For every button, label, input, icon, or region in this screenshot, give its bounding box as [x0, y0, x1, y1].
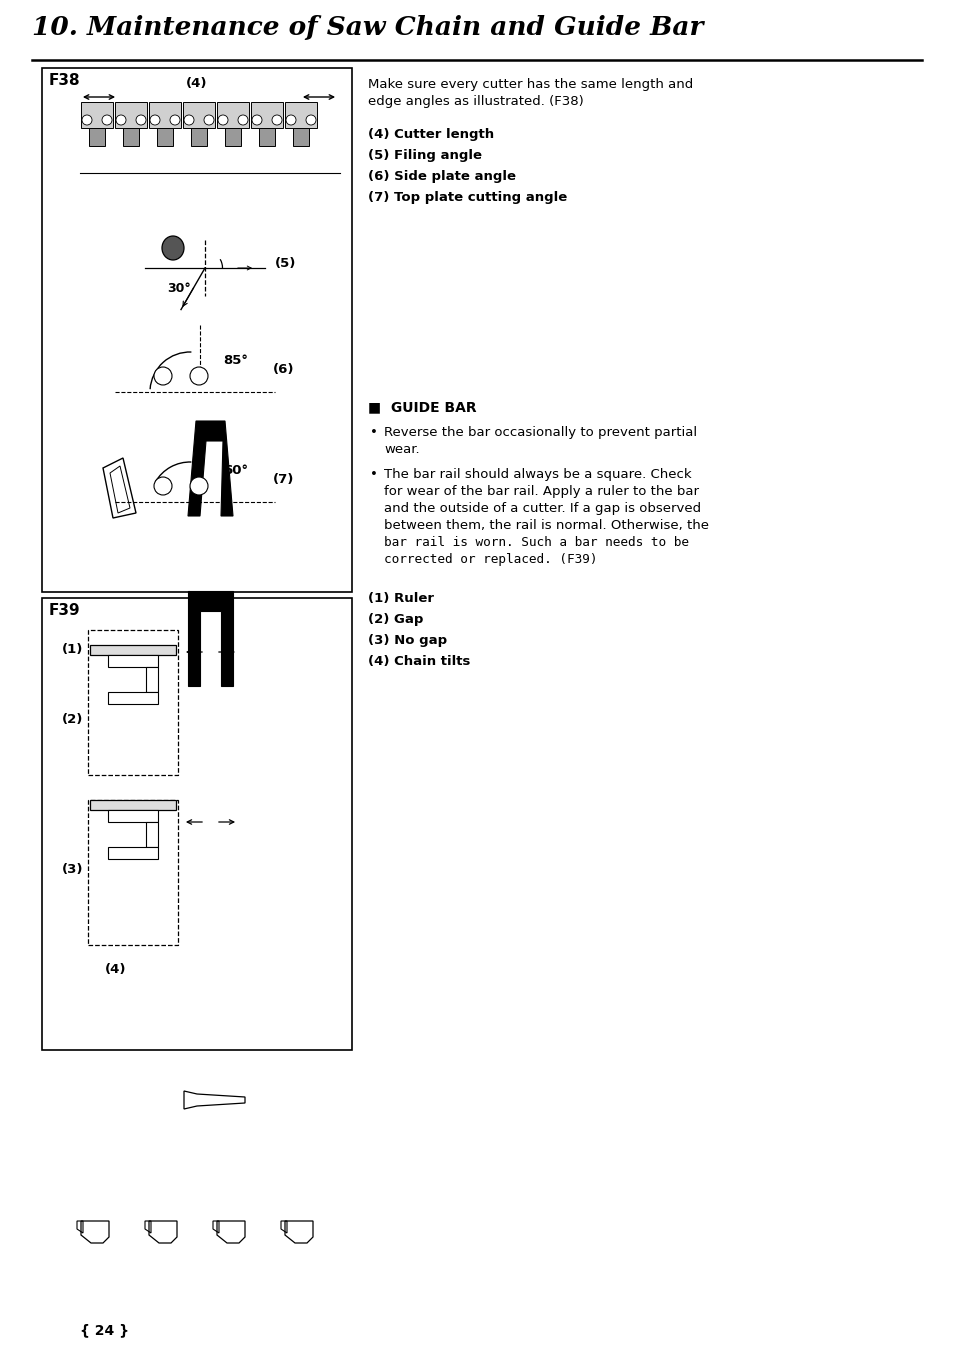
- Bar: [90, 644, 175, 655]
- Circle shape: [190, 367, 208, 386]
- Bar: [108, 655, 158, 667]
- Circle shape: [184, 115, 193, 125]
- Text: (4) Cutter length: (4) Cutter length: [368, 128, 494, 142]
- Text: Make sure every cutter has the same length and: Make sure every cutter has the same leng…: [368, 78, 693, 92]
- Text: 10. Maintenance of Saw Chain and Guide Bar: 10. Maintenance of Saw Chain and Guide B…: [32, 15, 702, 40]
- Bar: [225, 128, 241, 146]
- Text: (2) Gap: (2) Gap: [368, 613, 423, 625]
- Bar: [42, 67, 352, 592]
- Text: F39: F39: [49, 603, 81, 617]
- Text: •: •: [370, 426, 377, 439]
- Bar: [157, 128, 172, 146]
- Text: The bar rail should always be a square. Check: The bar rail should always be a square. …: [384, 468, 691, 481]
- Bar: [81, 102, 112, 128]
- Circle shape: [218, 115, 228, 125]
- Text: edge angles as illustrated. (F38): edge angles as illustrated. (F38): [368, 94, 583, 108]
- Text: (5) Filing angle: (5) Filing angle: [368, 150, 481, 162]
- Text: (7) Top plate cutting angle: (7) Top plate cutting angle: [368, 191, 567, 204]
- Bar: [146, 822, 158, 847]
- Bar: [89, 128, 105, 146]
- Circle shape: [306, 115, 315, 125]
- Text: corrected or replaced. (F39): corrected or replaced. (F39): [384, 553, 597, 566]
- Circle shape: [170, 115, 180, 125]
- Text: Reverse the bar occasionally to prevent partial: Reverse the bar occasionally to prevent …: [384, 426, 697, 439]
- Polygon shape: [188, 590, 233, 686]
- Text: 85°: 85°: [223, 353, 248, 367]
- Text: (1): (1): [62, 643, 83, 656]
- Bar: [285, 102, 316, 128]
- Circle shape: [153, 477, 172, 495]
- Text: (5): (5): [274, 257, 296, 271]
- Bar: [216, 102, 249, 128]
- Bar: [108, 810, 158, 822]
- Text: between them, the rail is normal. Otherwise, the: between them, the rail is normal. Otherw…: [384, 519, 708, 532]
- Text: (4): (4): [105, 962, 127, 976]
- Text: (3) No gap: (3) No gap: [368, 634, 447, 647]
- Polygon shape: [135, 847, 223, 892]
- Bar: [258, 128, 274, 146]
- Text: (1) Ruler: (1) Ruler: [368, 592, 434, 605]
- Text: bar rail is worn. Such a bar needs to be: bar rail is worn. Such a bar needs to be: [384, 537, 688, 549]
- Polygon shape: [188, 421, 233, 516]
- Circle shape: [102, 115, 112, 125]
- Text: (6) Side plate angle: (6) Side plate angle: [368, 170, 516, 183]
- Bar: [88, 630, 178, 775]
- Text: (7): (7): [273, 473, 294, 487]
- Bar: [149, 102, 181, 128]
- Bar: [191, 128, 207, 146]
- Circle shape: [82, 115, 91, 125]
- Circle shape: [136, 115, 146, 125]
- Bar: [115, 102, 147, 128]
- Circle shape: [237, 115, 248, 125]
- Circle shape: [153, 367, 172, 386]
- Text: ■  GUIDE BAR: ■ GUIDE BAR: [368, 400, 476, 414]
- Bar: [146, 667, 158, 692]
- Circle shape: [150, 115, 160, 125]
- Circle shape: [116, 115, 126, 125]
- Text: 30°: 30°: [167, 282, 191, 294]
- Text: (2): (2): [62, 713, 83, 727]
- Circle shape: [286, 115, 295, 125]
- Bar: [108, 847, 158, 859]
- Text: (3): (3): [61, 864, 83, 876]
- Ellipse shape: [162, 236, 184, 260]
- Bar: [42, 599, 352, 1050]
- Polygon shape: [184, 1091, 245, 1109]
- Text: (6): (6): [273, 364, 294, 376]
- Text: 60°: 60°: [223, 464, 248, 476]
- Bar: [251, 102, 283, 128]
- Circle shape: [252, 115, 262, 125]
- Bar: [108, 692, 158, 704]
- Bar: [88, 799, 178, 945]
- Text: wear.: wear.: [384, 443, 419, 456]
- Bar: [90, 799, 175, 810]
- Bar: [123, 128, 139, 146]
- Polygon shape: [135, 956, 223, 1004]
- Circle shape: [204, 115, 213, 125]
- Bar: [293, 128, 309, 146]
- Text: F38: F38: [49, 73, 81, 88]
- Bar: [183, 102, 214, 128]
- Text: •: •: [370, 468, 377, 481]
- Text: (4) Chain tilts: (4) Chain tilts: [368, 655, 470, 669]
- Text: for wear of the bar rail. Apply a ruler to the bar: for wear of the bar rail. Apply a ruler …: [384, 485, 699, 497]
- Text: (4): (4): [186, 77, 208, 90]
- Circle shape: [190, 477, 208, 495]
- Text: and the outside of a cutter. If a gap is observed: and the outside of a cutter. If a gap is…: [384, 501, 700, 515]
- Text: { 24 }: { 24 }: [80, 1322, 129, 1337]
- Circle shape: [272, 115, 282, 125]
